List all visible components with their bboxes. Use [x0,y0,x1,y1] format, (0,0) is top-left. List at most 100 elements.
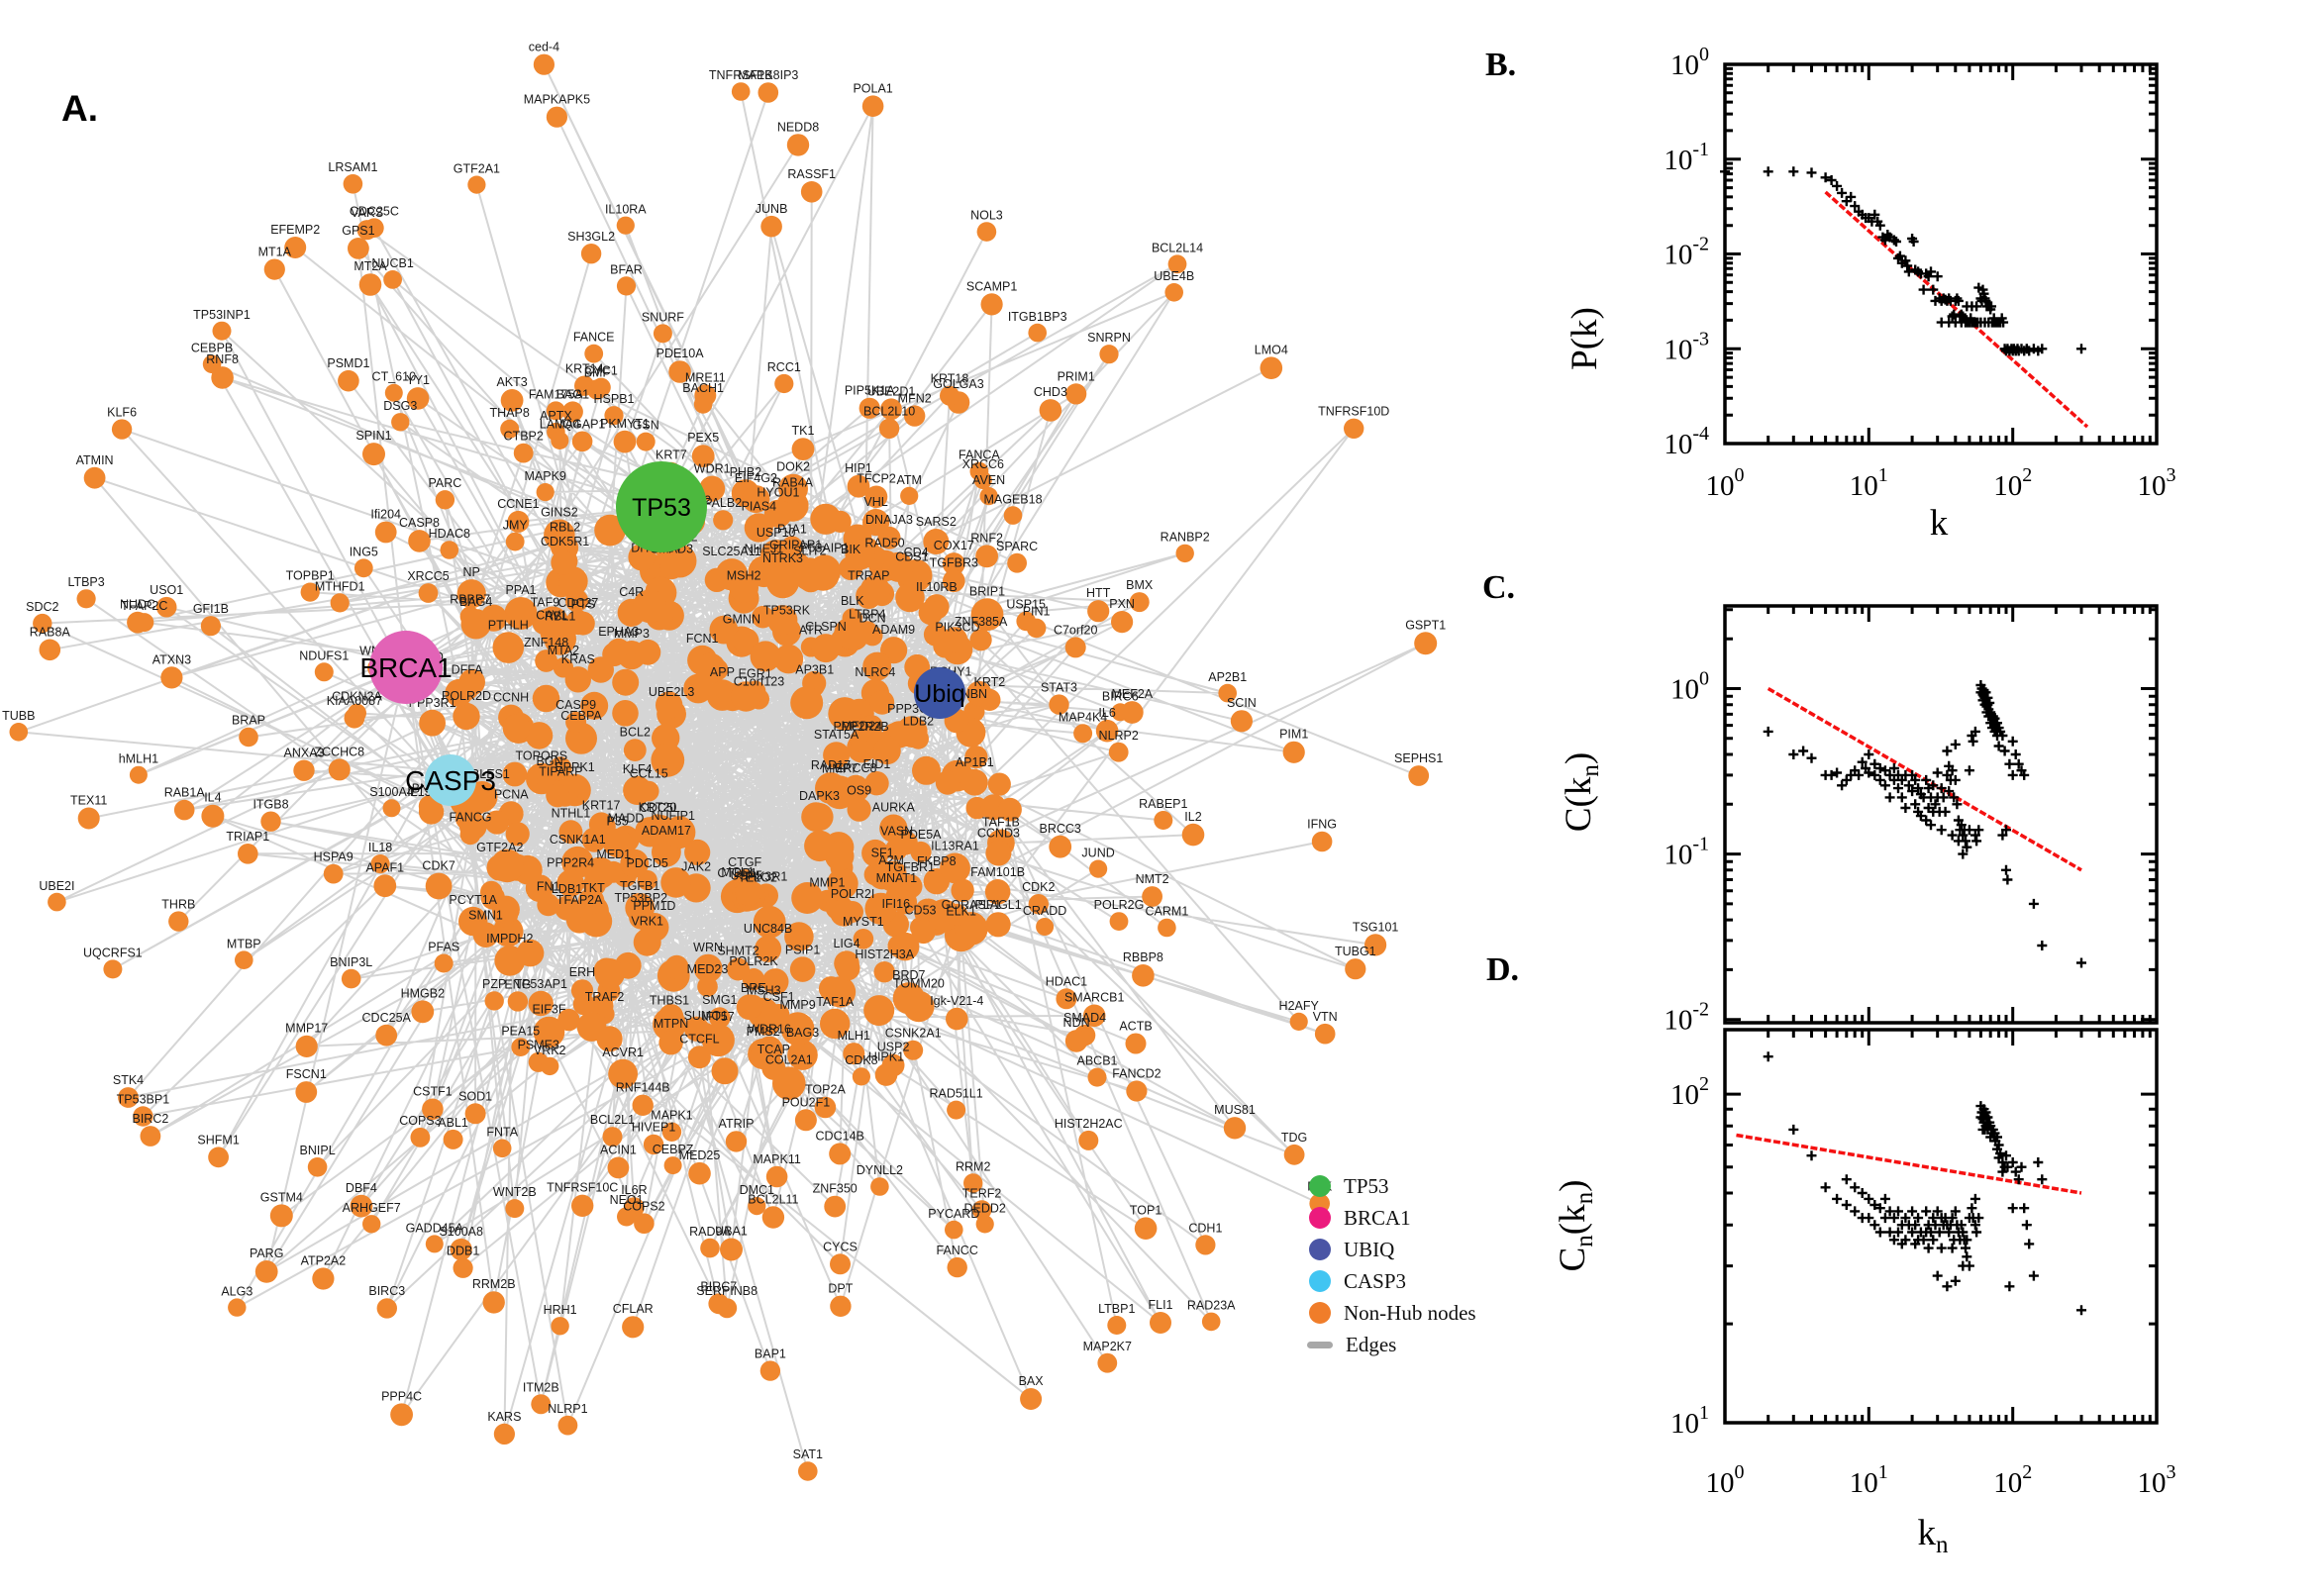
network-node [760,215,782,238]
network-node [453,1257,473,1278]
gene-label: MED25 [679,1148,721,1162]
network-node [374,521,397,544]
gene-label: CSNK1A1 [550,833,606,847]
network-node [984,879,1011,905]
gene-label: CASP9 [556,698,596,712]
gene-label: ATRIP [719,1117,755,1131]
gene-label: IL10RB [916,580,958,594]
x-tick-label: 100 [1706,464,1745,502]
network-node [1345,958,1366,980]
network-node [786,134,810,156]
network-node [551,431,569,449]
gene-label: CTGF [728,855,761,869]
network-node [759,1360,781,1381]
gene-label: STK4 [113,1073,144,1087]
network-node [505,1199,525,1219]
gene-label: IL4 [204,791,221,805]
gene-label: EPPK1 [555,760,594,774]
gene-label: GTF2A2 [476,841,523,854]
network-node [742,485,770,514]
gene-label: THBS1 [650,994,689,1008]
gene-label: EPHA3 [598,625,639,639]
gene-label: DYNLL2 [857,1163,903,1177]
gene-label: BRE [741,981,766,995]
gene-label: PPP2R4 [547,855,594,869]
network-node [918,600,944,626]
network-node [418,799,445,825]
gene-label: ZNF385A [955,615,1008,629]
network-node [39,639,61,661]
network-node [83,466,106,489]
gene-label: EID1 [863,757,891,771]
network-node [765,565,800,599]
gene-label: PDE5A [901,828,943,842]
gene-label: PIAS4 [742,499,776,513]
network-node [964,746,988,769]
gene-label: FCN1 [686,632,719,646]
chart-D: 100 101 102 103 102 101 kn​ Cn​(kn​) [1553,1028,2176,1558]
gene-label: ING5 [350,545,378,558]
gene-label: SLC25A11 [702,545,761,558]
gene-label: GPS1 [342,224,374,238]
network-node [505,532,525,551]
network-node [500,419,520,439]
gene-label: CDK5R1 [541,535,589,549]
gene-label: CTBP2 [504,430,544,444]
gene-label: HYOU1 [757,486,799,500]
gene-label: TAF9 [531,595,560,609]
gene-label: CD53 [905,903,937,917]
gene-label: PJA1 [777,522,807,536]
gene-label: AVEN [972,473,1005,487]
gene-label: USP5 [730,868,762,882]
network-node [571,431,593,452]
network-node [753,905,786,939]
gene-label: TOMM20 [893,977,945,991]
y-tick-label: 10-4 [1664,423,1709,460]
gene-label: PRIM1 [1058,369,1095,383]
network-node [354,558,373,578]
network-node [731,681,761,712]
gene-label: MMP3 [614,627,650,641]
gene-label: BIRC7 [700,1279,737,1293]
gene-label: PIP5K1A [845,384,895,398]
network-node [767,605,798,636]
gene-label: KRAS [561,652,595,666]
y-tick-label: 102 [1670,1073,1709,1111]
network-node [881,1053,905,1077]
network-node [312,1267,335,1290]
gene-label: RNF144B [616,1081,670,1095]
network-node [453,702,480,731]
legend-label: Non-Hub nodes [1344,1300,1476,1325]
network-node [235,950,253,969]
network-node [135,613,154,633]
gene-label: GTF2A1 [454,162,500,176]
network-node [623,739,647,761]
gene-label: UBE2D1 [867,384,916,398]
gene-label: DMC1 [740,1183,774,1197]
gene-label: SHMT2 [717,945,758,958]
network-node [970,598,1004,632]
gene-label: RBL1 [545,609,575,623]
network-node [155,596,177,618]
network-node [976,222,997,242]
plot-frame [1723,604,2159,1025]
gene-label: SOD1 [458,1089,492,1103]
gene-label: PZP [482,977,506,991]
gene-label: BCL2L11 [748,1192,798,1206]
network-node [558,820,583,845]
gene-label: COL2A1 [765,1052,813,1066]
gene-label: DDB1 [447,1245,479,1258]
gene-label: SEPHS1 [1394,751,1443,765]
network-node [531,1394,552,1415]
gene-label: RBL2 [550,521,580,535]
network-node [861,95,884,117]
gene-label: CRADD [1023,904,1066,918]
gene-label: UBE2I [39,879,74,893]
gene-label: IL2 [1184,810,1201,824]
legend-edge-icon [1307,1341,1333,1348]
network-node [859,575,890,606]
gene-label: HIST2H2AC [1055,1117,1123,1131]
network-node [638,780,659,802]
network-node [350,1194,373,1218]
network-node [904,405,926,427]
